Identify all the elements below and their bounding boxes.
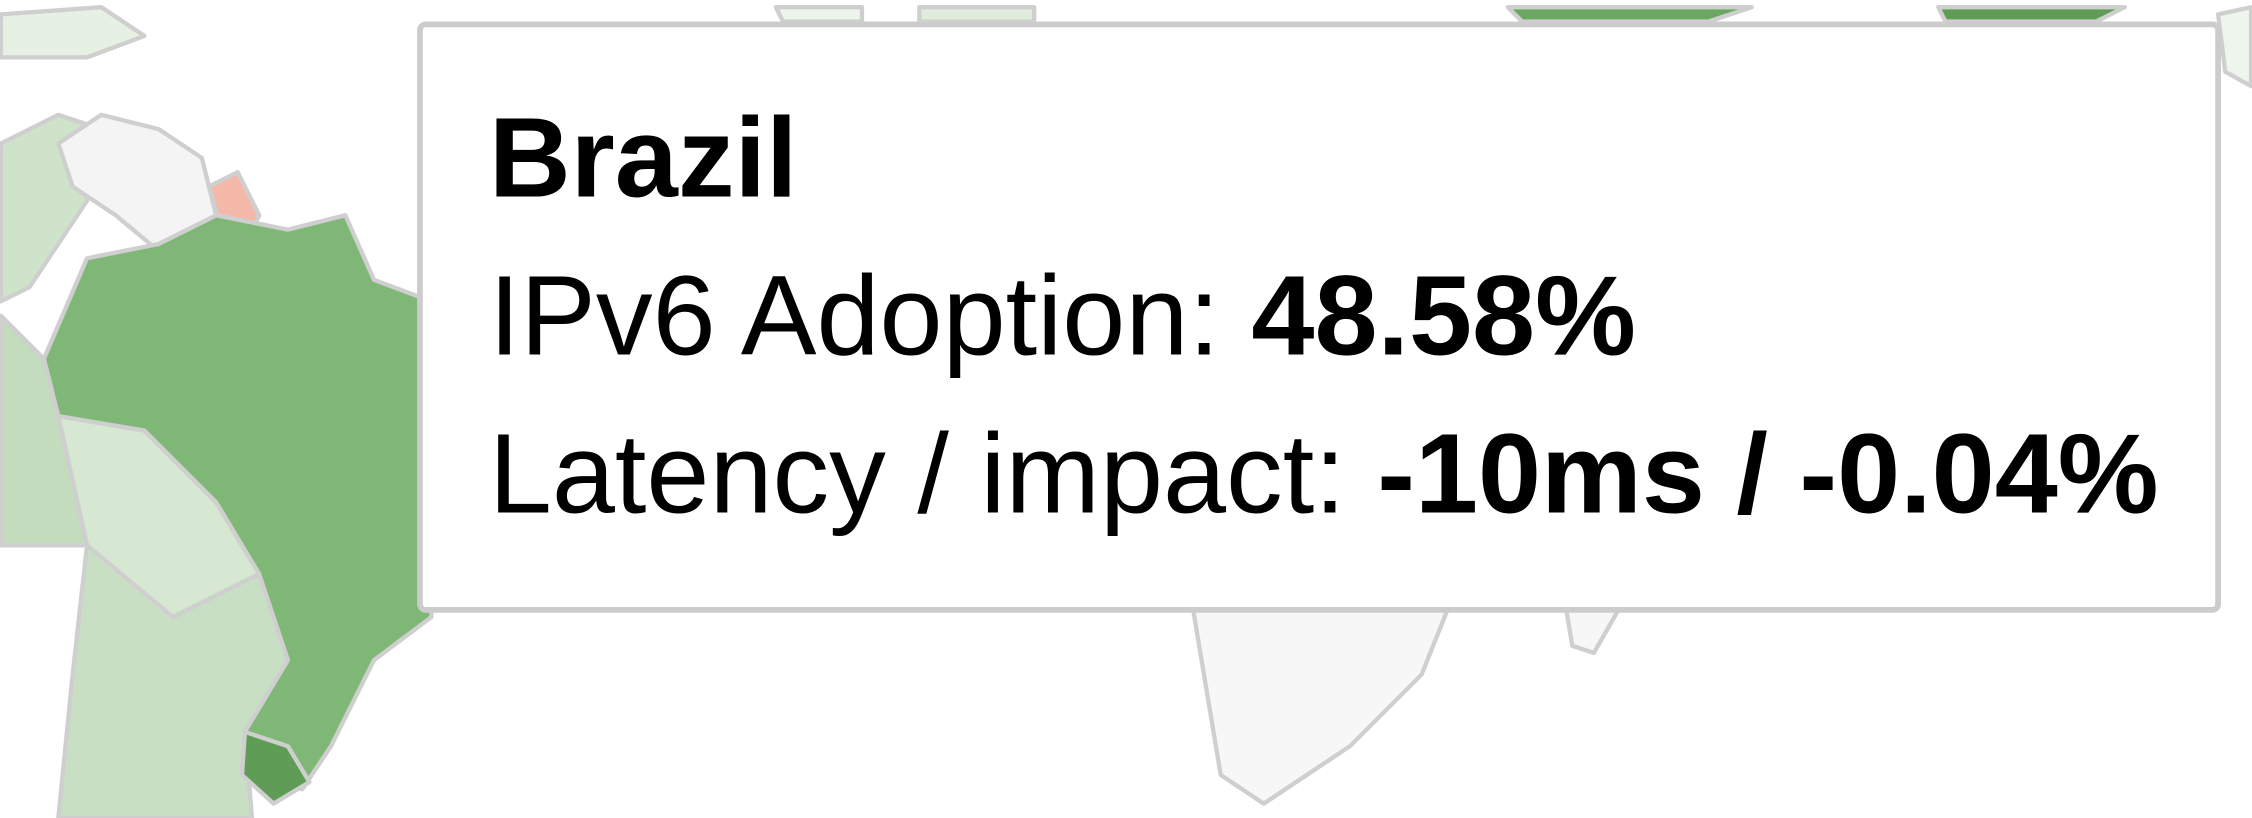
country <box>2215 5 2252 89</box>
tooltip-line: Latency / impact: -10ms / -0.04% <box>489 410 2159 537</box>
tooltip-value: 48.58% <box>1251 252 1635 379</box>
country-highlight <box>41 213 434 792</box>
tooltip-title: Brazil <box>489 95 798 222</box>
tooltip-line: IPv6 Adoption: 48.58% <box>489 252 1636 379</box>
tooltip-label: IPv6 Adoption: <box>489 252 1220 379</box>
country <box>917 5 1037 24</box>
country <box>1936 5 2127 24</box>
country <box>239 729 312 806</box>
tooltip-label: Latency / impact: <box>489 410 1346 537</box>
tooltip-box <box>417 21 2221 613</box>
tooltip: Brazil IPv6 Adoption: 48.58% Latency / i… <box>417 21 2221 613</box>
tooltip-value: -10ms / -0.04% <box>1377 410 2158 537</box>
country <box>773 5 865 24</box>
country <box>1505 5 1754 24</box>
country <box>1189 600 1453 806</box>
country <box>0 5 147 60</box>
